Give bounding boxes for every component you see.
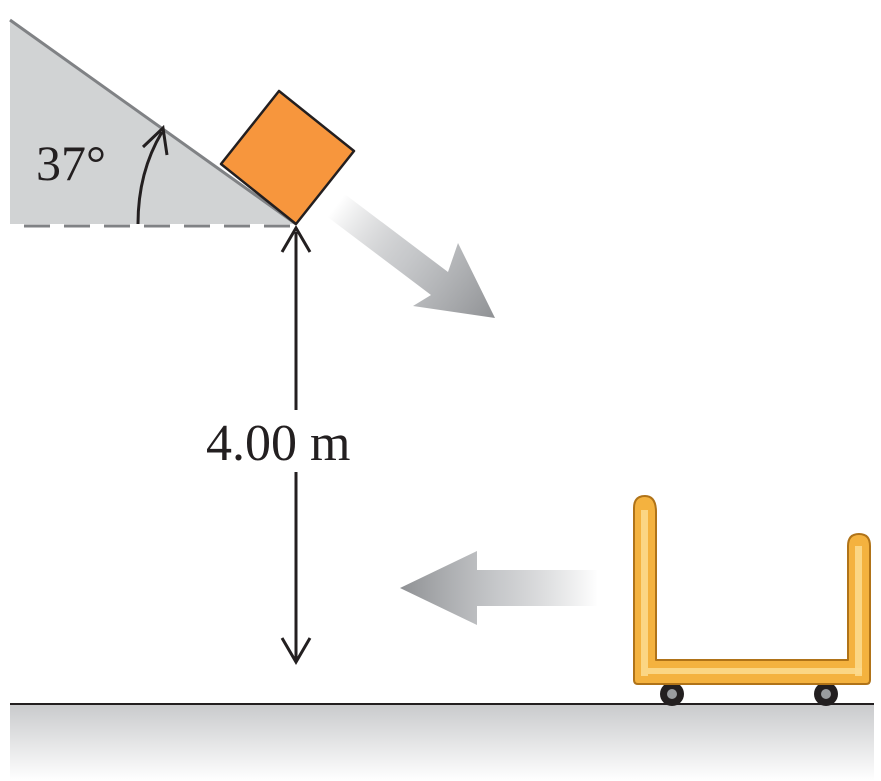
ground	[10, 703, 874, 781]
cart-icon	[633, 495, 871, 706]
height-dimension	[280, 225, 312, 665]
block-velocity-arrow	[325, 192, 495, 318]
cart-wheel-left	[660, 682, 684, 706]
angle-label: 37°	[36, 135, 106, 191]
incline	[9, 18, 297, 228]
angle-arc	[136, 124, 169, 225]
cart-velocity-arrow	[400, 551, 598, 625]
height-label: 4.00 m	[206, 415, 350, 472]
block-icon	[219, 89, 356, 226]
cart-wheel-right	[814, 682, 838, 706]
